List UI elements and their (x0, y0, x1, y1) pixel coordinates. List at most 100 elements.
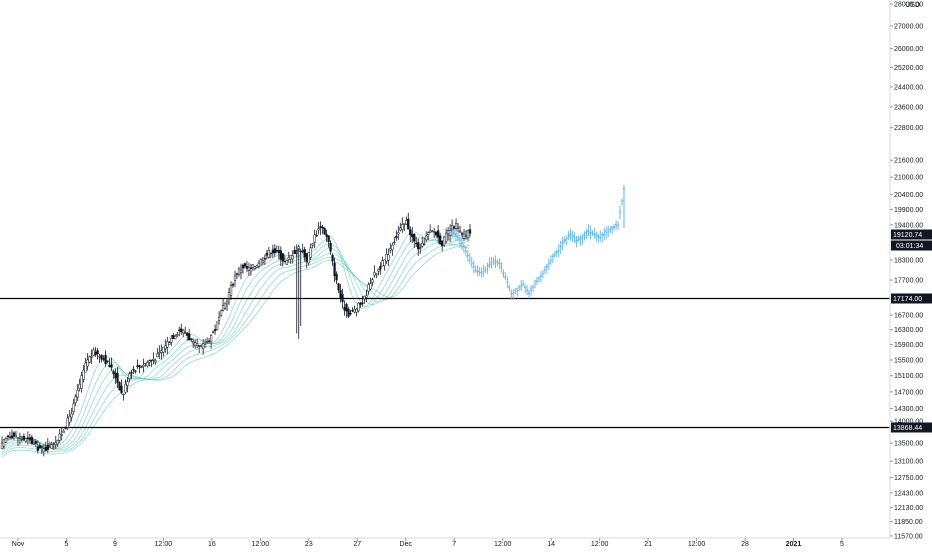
candle-body (188, 334, 190, 340)
candle-body (250, 268, 252, 269)
candle-body (465, 236, 467, 237)
candle-body (43, 449, 45, 452)
candle-body (87, 360, 89, 366)
candle-body (57, 440, 59, 444)
candle-body (168, 343, 170, 345)
candle-body (248, 268, 250, 270)
candle-body (391, 245, 393, 250)
candle-body (427, 233, 429, 235)
level-badge-label: 13868.44 (893, 425, 922, 432)
candle-body (423, 244, 425, 245)
candle-body (142, 365, 144, 366)
candle-body (25, 438, 27, 441)
candle-body (310, 248, 312, 258)
y-tick-label: 28000.00 (894, 2, 923, 9)
candle-body (286, 260, 288, 264)
x-tick-label: 12:00 (591, 541, 609, 548)
candle-body (445, 233, 447, 242)
candle-body (254, 267, 256, 269)
candle-body (387, 255, 389, 260)
candle-body (117, 373, 119, 383)
candle-body (37, 447, 39, 451)
y-tick-label: 19400.00 (894, 222, 923, 229)
candle-body (166, 341, 168, 347)
candle-body (376, 274, 378, 275)
candle-body (176, 334, 178, 335)
candle-body (316, 235, 318, 236)
x-tick-label: 12:00 (252, 541, 270, 548)
candle-body (162, 347, 164, 352)
candle-body (469, 230, 471, 234)
candle-body (109, 365, 111, 366)
candle-body (33, 443, 35, 444)
candle-body (182, 330, 184, 333)
candle-body (164, 346, 166, 349)
candle-body (467, 231, 469, 238)
candle-body (294, 250, 296, 254)
candle-body (152, 359, 154, 360)
y-tick-label: 12130.00 (894, 505, 923, 512)
candle-body (437, 231, 439, 238)
candle-body (17, 438, 19, 439)
x-tick-label: 14 (547, 541, 555, 548)
x-tick-label: 16 (208, 541, 216, 548)
candle-body (399, 228, 401, 230)
candle-body (97, 350, 99, 353)
candle-body (105, 355, 107, 364)
candle-body (304, 249, 306, 257)
candle-body (71, 414, 73, 417)
candle-body (292, 256, 294, 259)
candle-body (348, 309, 350, 316)
candle-body (407, 219, 409, 229)
y-tick-label: 15100.00 (894, 373, 923, 380)
y-tick-label: 18300.00 (894, 258, 923, 265)
y-tick-label: 12430.00 (894, 490, 923, 497)
candle-body (113, 371, 115, 374)
candle-body (461, 234, 463, 235)
candle-body (121, 386, 123, 393)
candle-body (262, 261, 264, 263)
x-tick-label: 12:00 (155, 541, 173, 548)
x-tick-label: 2021 (786, 541, 802, 548)
candle-body (186, 333, 188, 335)
candle-body (246, 266, 248, 268)
candle-body (91, 356, 93, 357)
candle-body (174, 336, 176, 339)
y-tick-label: 23600.00 (894, 104, 923, 111)
candle-body (206, 341, 208, 342)
candle-body (123, 394, 125, 395)
candle-body (346, 304, 348, 311)
candle-body (5, 438, 7, 442)
y-tick-label: 16700.00 (894, 313, 923, 320)
y-tick-label: 13100.00 (894, 459, 923, 466)
candle-body (23, 436, 25, 439)
candle-body (457, 227, 459, 228)
candle-body (318, 229, 320, 230)
candle-body (334, 263, 336, 276)
candle-body (290, 255, 292, 259)
candle-body (202, 344, 204, 349)
candle-body (441, 241, 443, 246)
y-tick-label: 15900.00 (894, 342, 923, 349)
candle-body (154, 360, 156, 362)
candle-body (288, 257, 290, 259)
candle-body (435, 232, 437, 235)
candle-body (148, 361, 150, 362)
candle-body (389, 249, 391, 251)
candle-body (218, 317, 220, 320)
x-tick-label: Dec (400, 541, 413, 548)
candle-body (270, 253, 272, 254)
candle-body (322, 227, 324, 228)
candle-body (385, 254, 387, 261)
candle-body (234, 276, 236, 280)
candle-body (93, 350, 95, 355)
candle-body (55, 443, 57, 445)
candle-body (196, 344, 198, 346)
candle-body (111, 365, 113, 368)
candle-body (377, 269, 379, 271)
y-tick-label: 14300.00 (894, 406, 923, 413)
candle-body (226, 301, 228, 304)
candle-body (443, 237, 445, 245)
candle-body (61, 434, 63, 435)
candle-body (240, 270, 242, 273)
